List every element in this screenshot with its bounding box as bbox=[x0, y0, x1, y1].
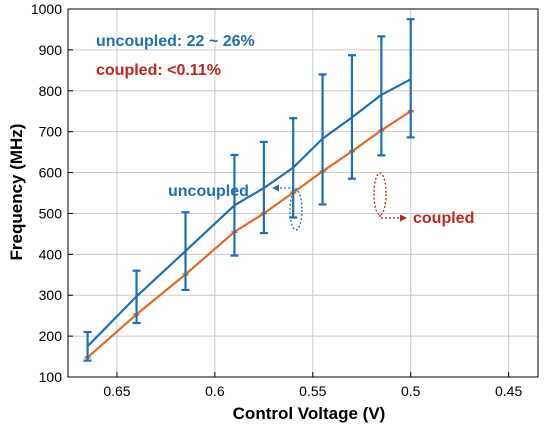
y-tick-label: 300 bbox=[39, 287, 63, 303]
x-tick-labels: 0.65 0.6 0.55 0.5 0.45 bbox=[103, 383, 522, 399]
uncoupled-callout-arrow bbox=[278, 187, 297, 190]
coupled-callout-ellipse bbox=[373, 172, 387, 216]
y-tick-label: 400 bbox=[39, 246, 63, 262]
annotation-coupled-range: coupled: <0.11% bbox=[96, 62, 221, 79]
x-tick-label: 0.5 bbox=[401, 383, 421, 399]
plot-frame bbox=[67, 8, 539, 378]
y-tick-label: 100 bbox=[39, 369, 63, 385]
y-axis-title: Frequency (MHz) bbox=[7, 124, 26, 261]
x-tick-label: 0.45 bbox=[495, 383, 522, 399]
y-tick-label: 500 bbox=[39, 205, 63, 221]
x-tick-label: 0.55 bbox=[299, 383, 326, 399]
y-tick-labels: 100 200 300 400 500 600 700 800 900 1000 bbox=[31, 1, 62, 385]
coupled-arrowhead-icon bbox=[400, 214, 407, 222]
y-tick-label: 700 bbox=[39, 124, 63, 140]
x-tick-label: 0.65 bbox=[103, 383, 130, 399]
annotation-uncoupled-range: uncoupled: 22 ~ 26% bbox=[96, 33, 255, 50]
annotation-uncoupled-label: uncoupled bbox=[168, 183, 249, 200]
coupled-callout-arrow bbox=[379, 215, 400, 219]
uncoupled-callout-ellipse bbox=[289, 189, 303, 231]
annotation-coupled-label: coupled bbox=[413, 210, 474, 227]
y-tick-label: 1000 bbox=[31, 1, 62, 17]
y-tick-label: 800 bbox=[39, 83, 63, 99]
uncoupled-arrowhead-icon bbox=[272, 184, 279, 192]
uncoupled-series-line bbox=[86, 78, 412, 348]
y-tick-label: 600 bbox=[39, 165, 63, 181]
x-tick-label: 0.6 bbox=[205, 383, 225, 399]
x-axis-title: Control Voltage (V) bbox=[233, 404, 386, 423]
y-tick-label: 200 bbox=[39, 328, 63, 344]
y-tick-label: 900 bbox=[39, 42, 63, 58]
series-group bbox=[83, 18, 415, 362]
coupled-series-line bbox=[86, 110, 412, 359]
